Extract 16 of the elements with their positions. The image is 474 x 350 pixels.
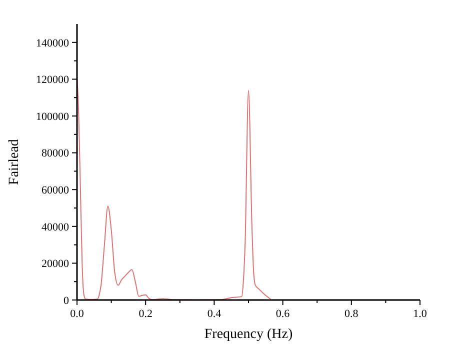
x-tick-label: 0.6	[276, 308, 290, 320]
y-tick-label: 40000	[42, 221, 70, 234]
y-tick-label: 0	[64, 294, 70, 307]
y-tick-label: 60000	[42, 184, 70, 196]
x-tick-label: 0.0	[70, 308, 84, 320]
y-tick-label: 120000	[36, 74, 70, 86]
x-tick-label: 1.0	[413, 308, 428, 320]
x-axis-title: Frequency (Hz)	[204, 327, 293, 342]
x-tick-label: 0.4	[207, 308, 222, 320]
y-axis-title: Fairlead	[7, 139, 22, 185]
x-tick-label: 0.8	[344, 308, 359, 320]
y-tick-label: 100000	[36, 110, 70, 123]
y-tick-label: 140000	[36, 37, 70, 50]
x-tick-label: 0.2	[138, 308, 152, 320]
y-tick-label: 20000	[42, 258, 70, 270]
y-tick-label: 80000	[42, 148, 70, 160]
